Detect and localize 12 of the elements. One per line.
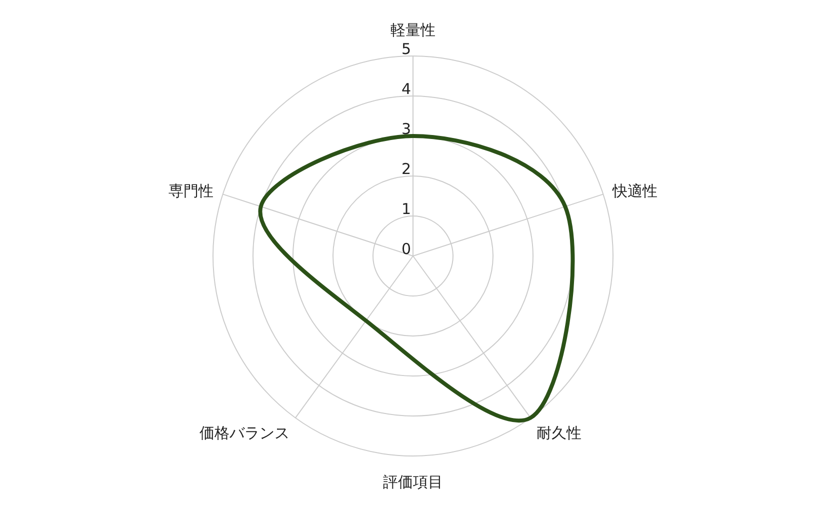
y-tick-label: 3 [401,120,411,138]
spoke-label: 耐久性 [536,424,582,442]
y-tick-label: 1 [401,200,411,218]
spoke-label: 価格バランス [200,424,290,442]
y-tick-label: 5 [401,40,411,58]
spoke-label: 専門性 [168,182,214,200]
spoke-label: 軽量性 [390,21,436,39]
y-tick-label: 0 [401,240,411,258]
text: 評価項目 [383,473,443,491]
spoke-label: 快適性 [612,182,658,200]
y-tick-label: 2 [401,160,411,178]
y-tick-label: 4 [401,80,411,98]
